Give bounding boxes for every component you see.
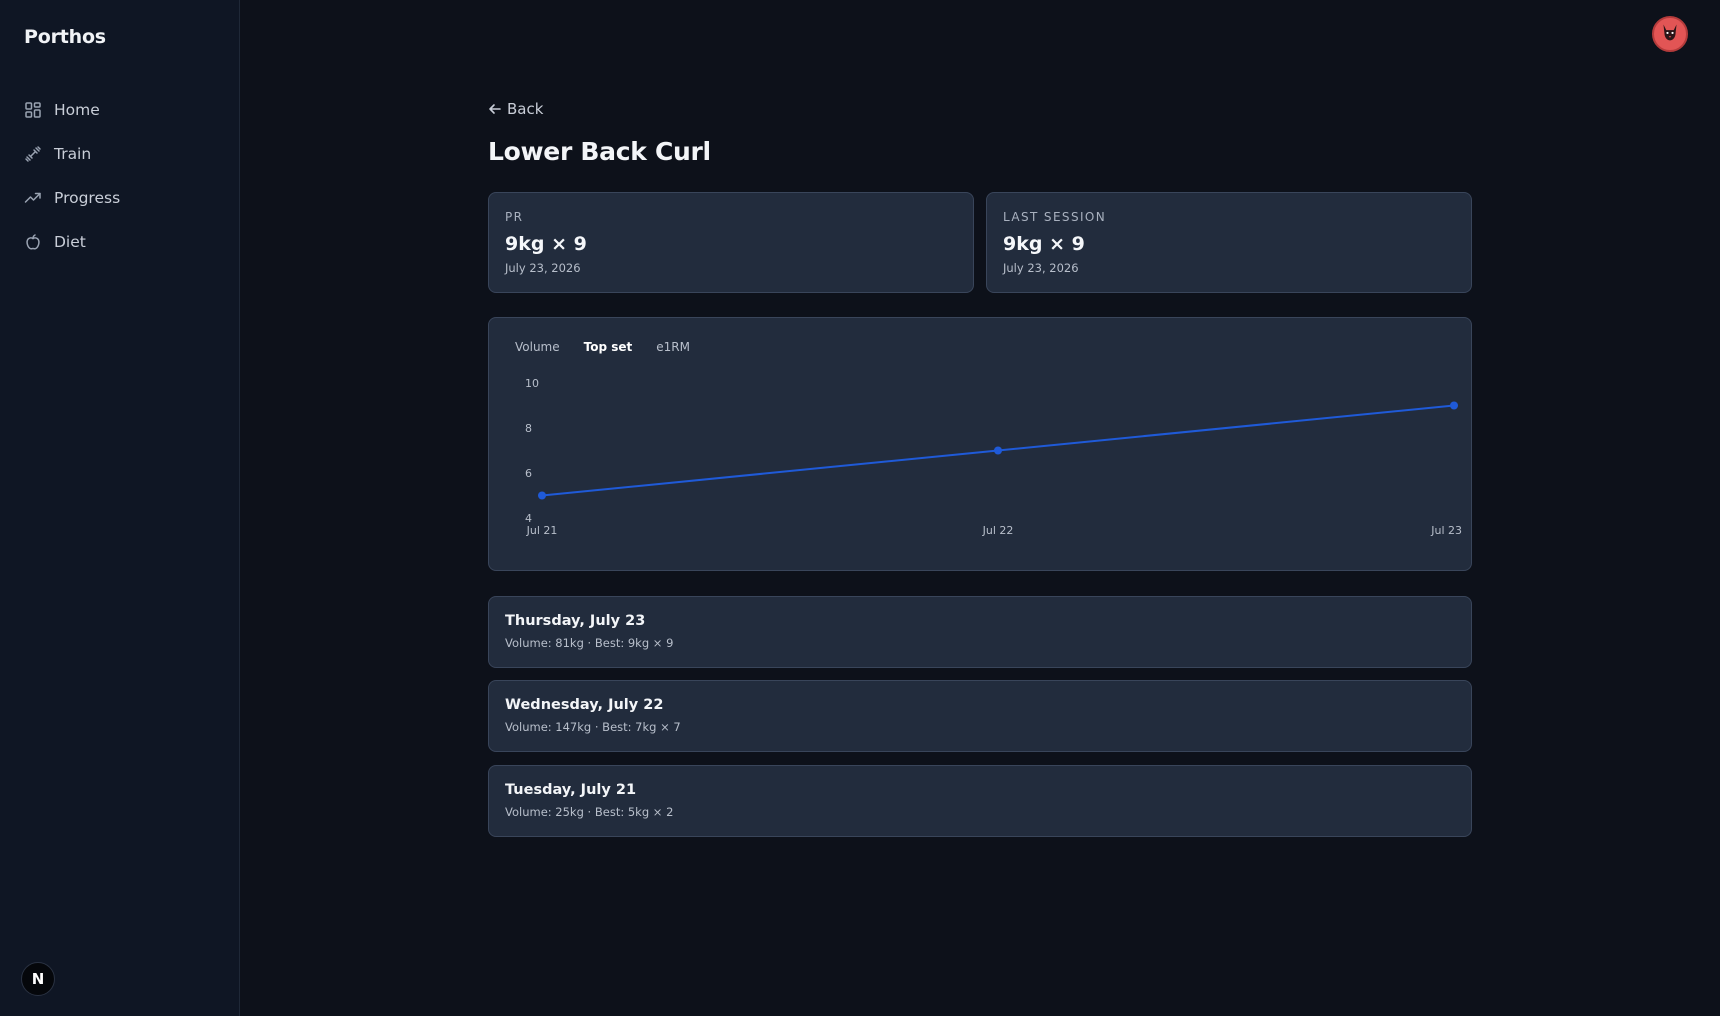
data-point[interactable] <box>1450 401 1458 410</box>
sidebar-item-home[interactable]: Home <box>24 88 120 132</box>
arrow-left-icon <box>489 104 501 114</box>
y-tick-label: 6 <box>525 467 532 480</box>
sidebar-item-label: Home <box>54 101 100 119</box>
y-tick-label: 4 <box>525 512 532 525</box>
session-title: Tuesday, July 21 <box>505 782 637 798</box>
pr-date: July 23, 2026 <box>505 261 581 275</box>
pr-label: PR <box>505 210 524 224</box>
session-title: Wednesday, July 22 <box>505 697 664 713</box>
last-session-value: 9kg × 9 <box>1003 233 1085 255</box>
trend-up-icon <box>24 189 42 207</box>
last-session-label: LAST SESSION <box>1003 210 1107 224</box>
session-meta: Volume: 81kg · Best: 9kg × 9 <box>505 636 674 650</box>
session-meta: Volume: 147kg · Best: 7kg × 7 <box>505 720 681 734</box>
n-badge[interactable]: N <box>21 962 55 996</box>
grid-icon <box>24 101 42 119</box>
sidebar-item-progress[interactable]: Progress <box>24 176 120 220</box>
chart-card: Volume Top set e1RM 10 8 6 4 Jul 21 Jul 22 Jul… <box>488 317 1472 571</box>
dumbbell-icon <box>24 145 42 163</box>
chart-tabs: Volume Top set e1RM <box>515 340 690 354</box>
sidebar-item-diet[interactable]: Diet <box>24 220 120 264</box>
session-card[interactable]: Thursday, July 23 Volume: 81kg · Best: 9… <box>488 596 1472 668</box>
pr-card: PR 9kg × 9 July 23, 2026 <box>488 192 974 293</box>
y-tick-label: 8 <box>525 422 532 435</box>
back-button[interactable]: Back <box>488 100 543 118</box>
last-session-date: July 23, 2026 <box>1003 261 1079 275</box>
last-session-card: LAST SESSION 9kg × 9 July 23, 2026 <box>986 192 1472 293</box>
sidebar-item-label: Diet <box>54 233 86 251</box>
session-title: Thursday, July 23 <box>505 613 646 629</box>
y-tick-label: 10 <box>525 377 539 390</box>
sidebar-item-label: Train <box>54 145 92 163</box>
sidebar: Porthos Home Train <box>0 0 240 1016</box>
sidebar-item-train[interactable]: Train <box>24 132 120 176</box>
page-title: Lower Back Curl <box>488 137 711 166</box>
avatar[interactable] <box>1652 16 1688 52</box>
back-label: Back <box>507 100 544 118</box>
data-point[interactable] <box>538 491 546 500</box>
sidebar-item-label: Progress <box>54 189 121 207</box>
sidebar-nav: Home Train Progress <box>24 88 120 264</box>
session-card[interactable]: Wednesday, July 22 Volume: 147kg · Best:… <box>488 680 1472 752</box>
apple-icon <box>24 233 42 251</box>
x-tick-label: Jul 21 <box>526 524 558 537</box>
cat-face-icon <box>1656 18 1684 50</box>
pr-value: 9kg × 9 <box>505 233 587 255</box>
tab-e1rm[interactable]: e1RM <box>656 340 690 354</box>
session-meta: Volume: 25kg · Best: 5kg × 2 <box>505 805 674 819</box>
x-tick-label: Jul 22 <box>982 524 1014 537</box>
session-card[interactable]: Tuesday, July 21 Volume: 25kg · Best: 5k… <box>488 765 1472 837</box>
brand-name: Porthos <box>24 26 106 48</box>
x-tick-label: Jul 23 <box>1430 524 1462 537</box>
data-point[interactable] <box>994 446 1002 455</box>
tab-top-set[interactable]: Top set <box>583 340 633 354</box>
tab-volume[interactable]: Volume <box>515 340 560 354</box>
